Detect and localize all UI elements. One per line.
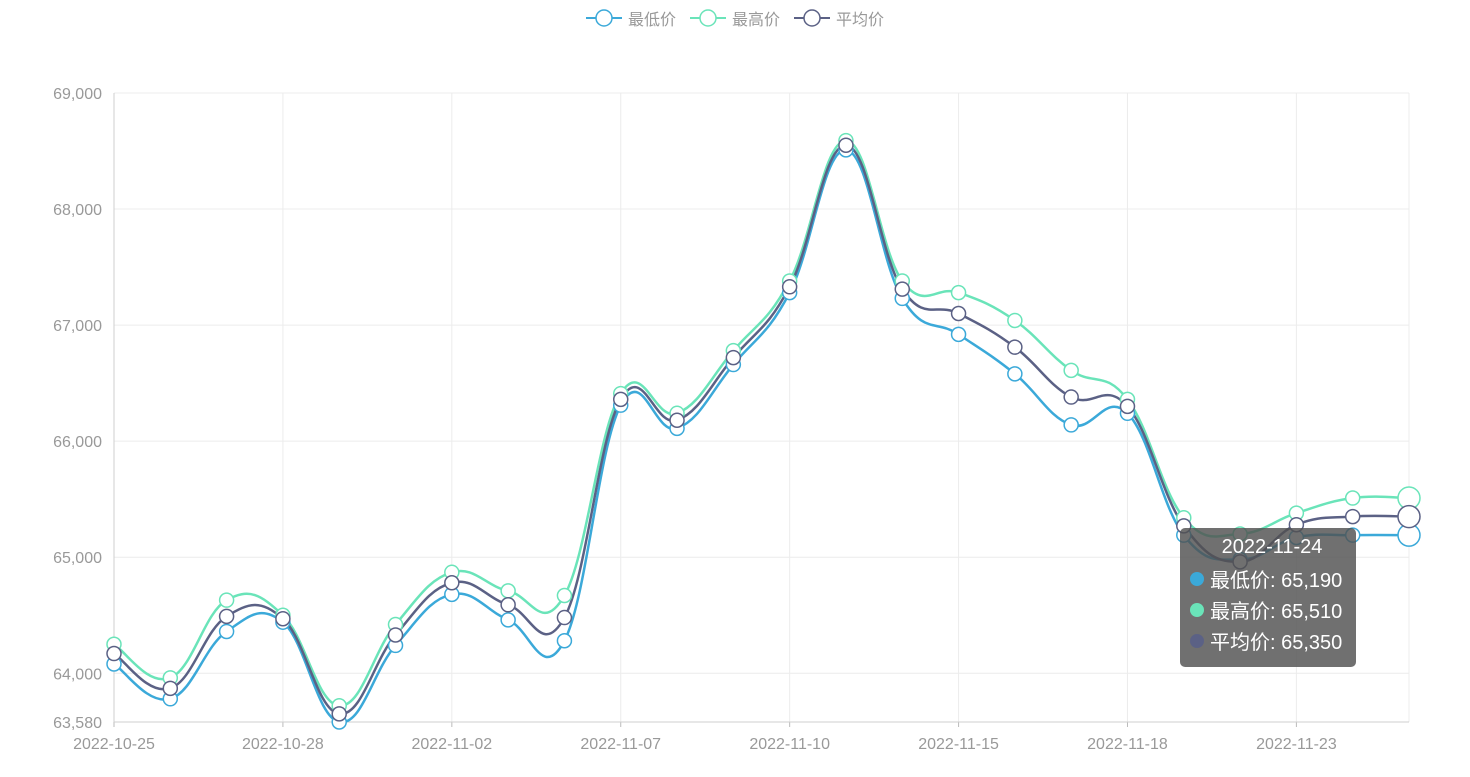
data-point-max[interactable] xyxy=(1063,362,1079,379)
tooltip-text-avg: 平均价: 65,350 xyxy=(1210,632,1343,654)
tooltip: 2022-11-24 最低价: 65,190 最高价: 65,510 平均价: … xyxy=(1180,528,1356,667)
x-tick-label: 2022-11-23 xyxy=(1256,736,1337,753)
grid-lines xyxy=(113,92,1410,722)
data-point-max[interactable] xyxy=(500,583,516,599)
x-tick-label: 2022-11-18 xyxy=(1087,736,1168,753)
data-point-avg[interactable] xyxy=(1007,339,1023,355)
y-tick-label: 68,000 xyxy=(53,202,102,219)
tooltip-row-max: 最高价: 65,510 xyxy=(1190,594,1346,625)
data-point-avg[interactable] xyxy=(781,279,798,295)
data-point-max[interactable] xyxy=(950,284,967,301)
data-point-avg[interactable] xyxy=(725,349,742,366)
tooltip-row-avg: 平均价: 65,350 xyxy=(1190,625,1346,656)
data-point-avg[interactable] xyxy=(218,608,235,625)
data-point-avg[interactable] xyxy=(612,391,629,408)
data-point-max[interactable] xyxy=(556,587,573,604)
x-tick-label: 2022-10-28 xyxy=(242,736,324,753)
legend-item-max[interactable]: 最高价 xyxy=(689,6,780,30)
y-tick-label: 63,580 xyxy=(53,715,102,732)
data-point-min[interactable] xyxy=(1063,417,1079,433)
data-point-min[interactable] xyxy=(500,612,516,628)
legend-min-icon xyxy=(585,9,622,27)
x-tick-label: 2022-11-02 xyxy=(411,736,492,753)
data-point-min[interactable] xyxy=(218,623,235,640)
legend-item-min[interactable]: 最低价 xyxy=(585,6,676,30)
legend-item-avg[interactable]: 平均价 xyxy=(794,6,884,30)
legend-label-max: 最高价 xyxy=(731,12,780,29)
x-tick-label: 2022-11-10 xyxy=(749,736,830,753)
data-point-avg[interactable] xyxy=(669,412,685,429)
data-point-avg[interactable] xyxy=(950,305,967,322)
data-point-max[interactable] xyxy=(1344,490,1361,506)
data-point-avg[interactable] xyxy=(556,609,573,626)
data-point-avg[interactable] xyxy=(1344,508,1361,525)
data-point-min[interactable] xyxy=(1007,366,1023,382)
data-point-avg[interactable] xyxy=(1063,389,1079,405)
data-point-avg[interactable] xyxy=(275,610,291,627)
data-point-min[interactable] xyxy=(556,633,573,649)
data-point-max[interactable] xyxy=(1007,312,1023,329)
y-tick-label: 67,000 xyxy=(53,318,102,335)
data-point-avg[interactable] xyxy=(331,706,347,722)
legend-label-avg: 平均价 xyxy=(836,12,885,29)
data-point-avg[interactable] xyxy=(444,574,460,591)
data-point-avg[interactable] xyxy=(387,627,404,643)
data-point-avg[interactable] xyxy=(162,680,179,697)
legend-avg-icon xyxy=(794,9,830,27)
data-point-avg[interactable] xyxy=(894,281,911,297)
y-tick-label: 66,000 xyxy=(53,434,102,451)
x-tick-label: 2022-10-25 xyxy=(73,736,155,753)
legend: 最低价 最高价 平均价 xyxy=(0,6,1470,30)
data-point-max[interactable] xyxy=(218,592,235,608)
tooltip-date: 2022-11-24 xyxy=(1221,536,1323,558)
y-tick-label: 64,000 xyxy=(53,666,102,683)
legend-label-min: 最低价 xyxy=(627,12,676,29)
legend-max-icon xyxy=(689,9,726,27)
x-tick-label: 2022-11-15 xyxy=(918,736,999,753)
data-point-avg[interactable] xyxy=(838,137,854,153)
tooltip-dot-min xyxy=(1190,571,1204,586)
data-point-avg[interactable] xyxy=(500,597,516,613)
data-point-avg[interactable] xyxy=(1119,398,1136,415)
data-point-min[interactable] xyxy=(950,326,967,343)
axes: 63,580 64,000 65,000 66,000 67,000 68,000 69,0… xyxy=(53,86,1409,753)
data-point-avg[interactable] xyxy=(1397,504,1421,529)
tooltip-row-min: 最低价: 65,190 xyxy=(1190,563,1346,594)
tooltip-text-max: 最高价: 65,510 xyxy=(1210,601,1343,623)
x-tick-label: 2022-11-07 xyxy=(580,736,661,753)
tooltip-dot-avg xyxy=(1190,633,1204,648)
tooltip-dot-max xyxy=(1190,602,1204,617)
data-point-avg[interactable] xyxy=(106,645,122,662)
y-tick-label: 69,000 xyxy=(53,86,102,103)
tooltip-text-min: 最低价: 65,190 xyxy=(1210,570,1343,592)
y-tick-label: 65,000 xyxy=(53,550,102,567)
